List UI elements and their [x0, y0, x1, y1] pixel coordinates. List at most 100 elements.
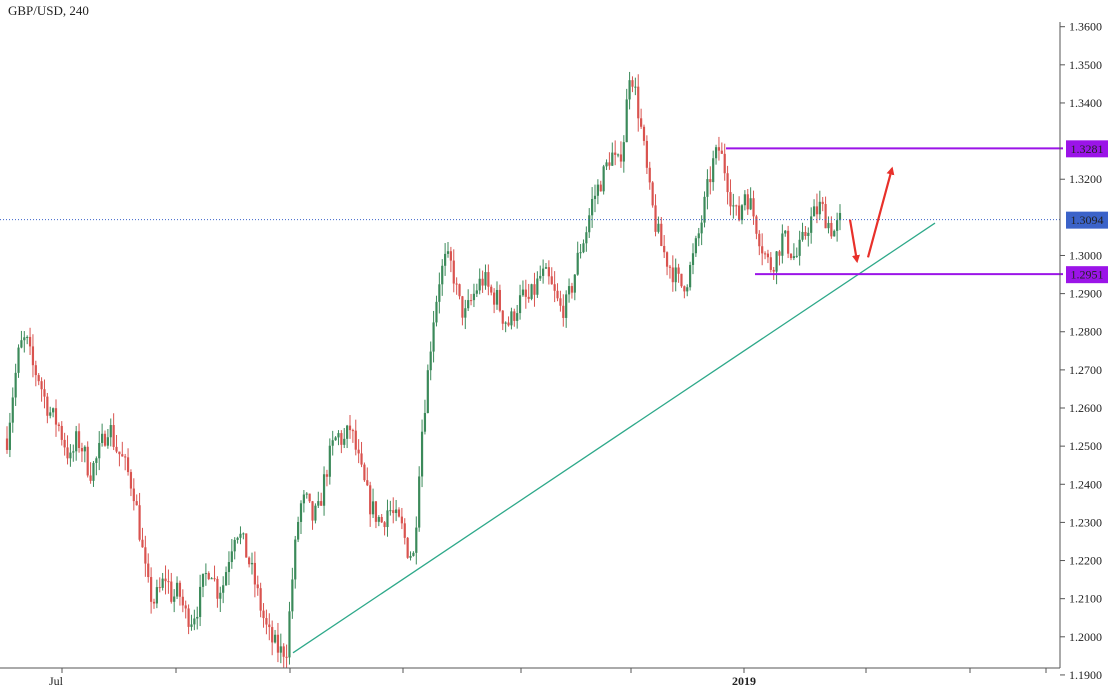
- candle-body: [631, 80, 634, 87]
- candle-body: [276, 634, 280, 653]
- support-label: 1.2951: [1071, 268, 1104, 282]
- candle-body: [622, 142, 625, 162]
- candle-body: [758, 233, 761, 247]
- candle-body: [366, 480, 369, 486]
- candle-body: [291, 579, 294, 612]
- candle-body: [536, 278, 539, 295]
- candle-body: [495, 289, 499, 305]
- candle-body: [37, 375, 40, 382]
- candle-body: [144, 547, 147, 564]
- candle-body: [484, 272, 487, 286]
- candle-body: [282, 646, 285, 657]
- candle-body: [152, 601, 156, 604]
- candle-body: [184, 605, 187, 609]
- candle-body: [444, 253, 447, 266]
- candle-body: [547, 267, 550, 277]
- candle-body: [236, 537, 239, 540]
- candle-body: [464, 308, 467, 318]
- candle-body: [279, 646, 282, 653]
- candle-body: [86, 446, 89, 476]
- candle-body: [294, 539, 297, 580]
- candle-body: [686, 287, 689, 292]
- candle-body: [481, 278, 484, 286]
- levels-layer: 1.3094 1.3281 1.2951: [0, 140, 1108, 284]
- candle-body: [680, 273, 683, 287]
- candle-body: [204, 573, 207, 575]
- candle-body: [792, 256, 795, 259]
- candle-body: [789, 253, 793, 259]
- candle-body: [769, 257, 772, 270]
- candle-body: [576, 252, 579, 275]
- candle-body: [599, 184, 602, 192]
- candle-body: [112, 425, 115, 447]
- candle-body: [147, 563, 150, 578]
- candle-body: [815, 206, 819, 215]
- resistance-tag: [1066, 140, 1108, 158]
- candle-body: [224, 572, 228, 586]
- candle-body: [69, 452, 72, 459]
- candle-body: [322, 474, 326, 506]
- candle-body: [461, 296, 464, 318]
- candle-body: [207, 573, 210, 580]
- candle-body: [674, 267, 677, 283]
- candle-body: [772, 269, 775, 272]
- candle-body: [602, 166, 605, 192]
- candle-body: [524, 289, 527, 297]
- support-tag: [1066, 266, 1108, 284]
- candle-body: [478, 278, 481, 291]
- candle-body: [712, 158, 715, 183]
- candle-body: [271, 627, 274, 643]
- candle-body: [475, 290, 478, 294]
- candle-body: [285, 656, 288, 658]
- y-tick-label: 1.2200: [1069, 554, 1102, 568]
- candle-body: [57, 424, 60, 426]
- candle-body: [697, 233, 700, 239]
- candle-body: [738, 205, 741, 221]
- candle-body: [521, 289, 525, 296]
- up-arrow: [866, 166, 895, 258]
- candle-body: [654, 205, 657, 232]
- candle-body: [325, 474, 329, 477]
- candle-body: [354, 430, 357, 450]
- candle-body: [689, 265, 692, 288]
- candle-body: [210, 578, 213, 580]
- candle-body: [89, 475, 92, 481]
- candle-body: [75, 431, 78, 452]
- candle-body: [126, 457, 130, 473]
- candle-body: [605, 162, 608, 167]
- candle-body: [740, 205, 744, 221]
- candle-body: [380, 517, 383, 523]
- candle-body: [351, 430, 354, 432]
- candle-body: [311, 501, 314, 521]
- candle-body: [115, 446, 118, 452]
- candle-body: [155, 587, 158, 604]
- candle-body: [588, 215, 591, 233]
- candle-body: [167, 581, 170, 583]
- candle-body: [377, 517, 380, 522]
- candle-body: [40, 381, 43, 390]
- candle-body: [46, 396, 49, 416]
- candle-body: [498, 289, 501, 311]
- candle-body: [490, 286, 493, 293]
- candle-body: [305, 493, 308, 495]
- candle-body: [426, 370, 429, 413]
- candle-body: [458, 284, 461, 297]
- candle-body: [553, 284, 556, 291]
- candle-body: [187, 608, 190, 627]
- candle-body: [432, 322, 435, 352]
- candle-body: [14, 372, 17, 398]
- candle-body: [17, 347, 20, 373]
- candle-body: [31, 346, 35, 366]
- candle-body: [423, 412, 427, 432]
- candle-body: [317, 501, 320, 506]
- candle-body: [190, 624, 193, 627]
- down-arrow: [848, 219, 860, 264]
- candle-body: [709, 179, 712, 183]
- candle-body: [199, 586, 202, 617]
- candle-body: [530, 284, 533, 299]
- candle-body: [645, 140, 648, 168]
- candle-body: [761, 246, 764, 254]
- candle-body: [328, 445, 331, 477]
- candle-body: [766, 253, 770, 258]
